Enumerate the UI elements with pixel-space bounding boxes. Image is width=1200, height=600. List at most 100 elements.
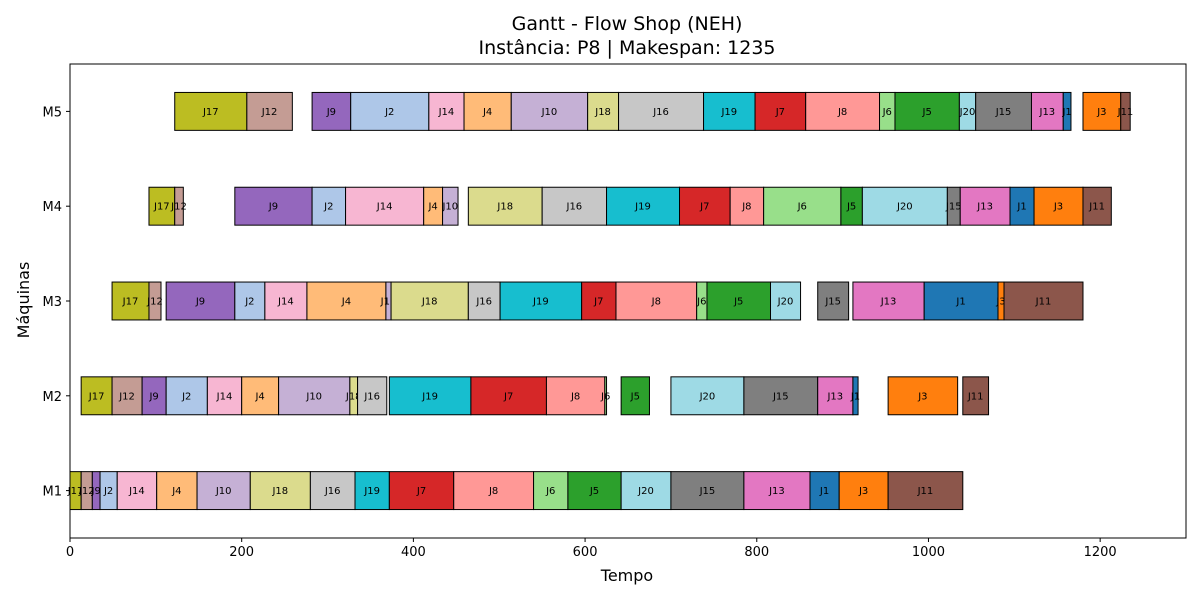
- task-bar-m4-j16: [541, 186, 608, 226]
- task-label-m3-j17: J17: [122, 297, 139, 308]
- task-bar-m2-j19: [388, 376, 472, 416]
- task-bar-m2-j9: [141, 376, 167, 416]
- task-label-m4-j15: J15: [945, 202, 962, 213]
- task-bar-m3-j7: [581, 281, 617, 321]
- task-bar-m5-j3: [1082, 91, 1122, 131]
- task-bar-m1-j14: [116, 471, 158, 511]
- task-label-m5-j14: J14: [438, 107, 455, 118]
- task-label-m1-j13: J13: [768, 486, 785, 497]
- task-label-m3-j19: J19: [532, 297, 549, 308]
- task-label-m4-j10: J10: [441, 202, 458, 213]
- task-label-m1-j3: J3: [858, 486, 868, 497]
- task-label-m5-j4: J4: [482, 107, 492, 118]
- task-bar-m3-j8: [615, 281, 698, 321]
- task-bar-m1-j11: [887, 471, 964, 511]
- task-bar-m2-j15: [743, 376, 819, 416]
- task-label-m2-j7: J7: [503, 391, 513, 402]
- task-label-m1-j7: J7: [416, 486, 426, 497]
- task-label-m4-j18: J18: [496, 202, 513, 213]
- task-label-m5-j6: J6: [882, 107, 892, 118]
- task-label-m3-j3: J3: [995, 297, 1005, 308]
- task-bar-m3-j20: [770, 281, 802, 321]
- task-label-m1-j8: J8: [488, 486, 498, 497]
- task-label-m5-j1: J1: [1061, 107, 1071, 118]
- task-label-m1-j19: J19: [363, 486, 380, 497]
- task-label-m3-j16: J16: [475, 297, 492, 308]
- task-label-m1-j6: J6: [545, 486, 555, 497]
- task-label-m5-j20: J20: [959, 107, 976, 118]
- task-label-m3-j14: J14: [277, 297, 294, 308]
- task-label-m3-j20: J20: [777, 297, 794, 308]
- task-bar-m4-j13: [959, 186, 1011, 226]
- task-label-m1-j10: J10: [215, 486, 232, 497]
- task-label-m2-j5: J5: [630, 391, 640, 402]
- task-bar-m3-j2: [234, 281, 266, 321]
- task-bar-m3-j11: [1003, 281, 1084, 321]
- task-bar-m3-j16: [467, 281, 501, 321]
- task-bar-m1-j15: [670, 471, 745, 511]
- task-label-m5-j19: J19: [720, 107, 737, 118]
- y-tick-label-m1: M1: [43, 485, 63, 500]
- task-bar-m3-j4: [306, 281, 387, 321]
- task-label-m2-j16: J16: [363, 391, 380, 402]
- task-bar-m2-j13: [817, 376, 854, 416]
- task-bar-m2-j17: [80, 376, 113, 416]
- task-bar-m5-j2: [350, 91, 430, 131]
- task-bar-m2-j11: [962, 376, 990, 416]
- x-tick-label-800: 800: [744, 545, 769, 560]
- y-tick-label-m5: M5: [43, 105, 63, 120]
- task-label-m5-j8: J8: [837, 107, 847, 118]
- task-label-m5-j2: J2: [384, 107, 394, 118]
- task-bar-m5-j1: [1062, 91, 1072, 131]
- task-bar-m1-j3: [838, 471, 889, 511]
- task-bar-m1-j10: [196, 471, 251, 511]
- task-label-m2-j15: J15: [772, 391, 789, 402]
- task-label-m2-j10: J10: [305, 391, 322, 402]
- task-label-m5-j18: J18: [594, 107, 611, 118]
- task-label-m3-j8: J8: [651, 297, 661, 308]
- x-tick-label-1200: 1200: [1084, 545, 1117, 560]
- task-label-m3-j15: J15: [824, 297, 841, 308]
- task-label-m4-j3: J3: [1053, 202, 1063, 213]
- task-label-m1-j9: J9: [91, 486, 101, 497]
- task-label-m5-j12: J12: [261, 107, 278, 118]
- task-label-m4-j11: J11: [1088, 202, 1105, 213]
- task-label-m2-j17: J17: [88, 391, 105, 402]
- task-bar-m1-j16: [309, 471, 356, 511]
- task-bar-m4-j10: [442, 186, 459, 226]
- task-label-m2-j1: J1: [850, 391, 860, 402]
- task-label-m2-j8: J8: [570, 391, 580, 402]
- task-label-m3-j9: J9: [195, 297, 205, 308]
- task-bar-m2-j14: [206, 376, 243, 416]
- task-label-m5-j11: J11: [1117, 107, 1134, 118]
- task-label-m3-j10: J10: [380, 297, 397, 308]
- task-label-m4-j20: J20: [896, 202, 913, 213]
- task-bar-m1-j7: [388, 471, 455, 511]
- task-bar-m1-j1: [809, 471, 840, 511]
- task-label-m2-j6: J6: [600, 391, 610, 402]
- task-bar-m1-j5: [567, 471, 622, 511]
- task-bar-m2-j3: [887, 376, 959, 416]
- task-label-m4-j17: J17: [153, 202, 170, 213]
- task-label-m4-j12: J12: [170, 202, 187, 213]
- task-label-m4-j5: J5: [846, 202, 856, 213]
- task-bar-m5-j5: [894, 91, 960, 131]
- task-label-m3-j13: J13: [880, 297, 897, 308]
- task-label-m1-j15: J15: [699, 486, 716, 497]
- y-tick-label-m4: M4: [43, 200, 63, 215]
- task-label-m1-j1: J1: [819, 486, 829, 497]
- task-bar-m1-j18: [249, 471, 311, 511]
- y-axis-label: Máquinas: [14, 262, 33, 339]
- y-tick-label-m3: M3: [43, 295, 63, 310]
- task-bar-m3-j9: [165, 281, 236, 321]
- task-label-m4-j13: J13: [976, 202, 993, 213]
- task-bar-m5-j12: [246, 91, 293, 131]
- task-label-m1-j17: J17: [67, 486, 84, 497]
- task-label-m2-j19: J19: [421, 391, 438, 402]
- task-bar-m1-j8: [453, 471, 535, 511]
- task-label-m1-j11: J11: [917, 486, 934, 497]
- task-label-m5-j13: J13: [1039, 107, 1056, 118]
- task-label-m5-j10: J10: [541, 107, 558, 118]
